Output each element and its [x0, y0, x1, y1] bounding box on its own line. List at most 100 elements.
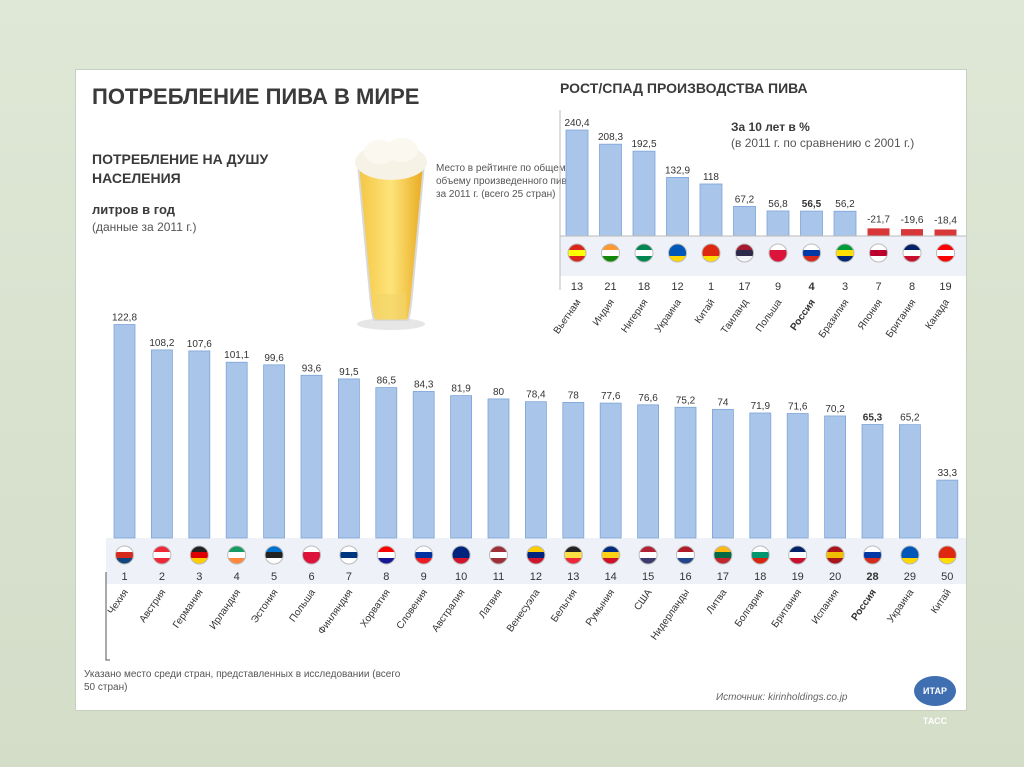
consumption-flag-icon	[376, 545, 396, 565]
consumption-flag-icon	[788, 545, 808, 565]
consumption-country-label: Финляндия	[316, 587, 355, 636]
beer-glass-icon	[346, 124, 436, 334]
consumption-rank-label: 29	[904, 571, 916, 583]
consumption-flag-icon	[302, 545, 321, 565]
consumption-rank-label: 9	[421, 571, 427, 583]
consumption-rank-label: 20	[829, 571, 841, 583]
consumption-rank-label: 2	[159, 571, 165, 583]
consumption-rank-label: 14	[605, 571, 617, 583]
consumption-rank-label: 12	[530, 571, 542, 583]
consumption-value-label: 80	[493, 387, 505, 398]
consumption-bar	[524, 401, 547, 539]
consumption-country-label: Нидерланды	[649, 587, 692, 642]
consumption-value-label: 76,6	[638, 393, 658, 404]
consumption-flag-icon	[489, 545, 508, 565]
consumption-country-label: Латвия	[477, 587, 505, 620]
consumption-flag-icon	[863, 545, 882, 565]
consumption-rank-label: 50	[941, 571, 953, 583]
consumption-country-label: Австралия	[430, 587, 467, 634]
consumption-value-label: 70,2	[825, 404, 845, 415]
consumption-bar	[637, 404, 659, 539]
consumption-bar	[599, 402, 622, 539]
consumption-bar	[151, 349, 173, 539]
consumption-country-label: Австрия	[138, 587, 169, 624]
consumption-rank-label: 5	[271, 571, 277, 583]
consumption-bar	[300, 374, 323, 539]
consumption-rank-label: 16	[679, 571, 691, 583]
consumption-value-label: 75,2	[676, 395, 696, 406]
consumption-flag-icon	[526, 545, 546, 565]
consumption-flag-icon	[152, 545, 172, 565]
consumption-value-label: 71,6	[788, 402, 808, 413]
consumption-value-label: 93,6	[302, 363, 322, 374]
consumption-bar	[188, 350, 211, 539]
consumption-value-label: 78,4	[526, 390, 546, 401]
consumption-value-label: 81,9	[451, 384, 471, 395]
consumption-bar	[562, 401, 585, 539]
consumption-value-label: 74	[717, 397, 729, 408]
consumption-flag-icon	[676, 545, 695, 565]
consumption-country-label: Литва	[705, 587, 730, 616]
consumption-value-label: 33,3	[938, 468, 958, 479]
consumption-rank-label: 13	[567, 571, 579, 583]
consumption-flag-icon	[825, 545, 845, 565]
production-title: РОСТ/СПАД ПРОИЗВОДСТВА ПИВА	[560, 80, 808, 96]
consumption-value-label: 108,2	[149, 338, 174, 349]
consumption-bar	[749, 412, 772, 539]
consumption-rank-label: 6	[308, 571, 314, 583]
consumption-flag-icon	[638, 545, 658, 565]
consumption-country-label: Китай	[929, 587, 954, 615]
consumption-rank-label: 10	[455, 571, 467, 583]
consumption-value-label: 99,6	[264, 353, 284, 364]
main-title: ПОТРЕБЛЕНИЕ ПИВА В МИРЕ	[92, 84, 420, 109]
consumption-rank-label: 17	[717, 571, 729, 583]
infographic-card: ПОТРЕБЛЕНИЕ ПИВА В МИРЕ ПОТРЕБЛЕНИЕ НА Д…	[76, 70, 966, 726]
unit-note: (данные за 2011 г.)	[92, 220, 197, 234]
consumption-value-label: 107,6	[187, 339, 212, 350]
consumption-value-label: 71,9	[751, 401, 771, 412]
consumption-country-label: Эстония	[249, 587, 280, 625]
consumption-flag-icon	[937, 545, 957, 565]
consumption-value-label: 65,2	[900, 413, 920, 424]
consumption-rank-label: 4	[234, 571, 240, 583]
consumption-country-label: Ирландия	[208, 587, 243, 631]
consumption-country-label: Венесуэла	[505, 587, 543, 634]
consumption-country-label: Германия	[171, 587, 206, 630]
consumption-value-label: 84,3	[414, 379, 434, 390]
consumption-bar	[113, 324, 136, 539]
consumption-country-label: Чехия	[106, 587, 131, 616]
consumption-rank-label: 18	[754, 571, 766, 583]
consumption-country-label: Румыния	[584, 587, 617, 628]
consumption-value-label: 86,5	[377, 376, 397, 387]
footnote-bracket	[105, 572, 110, 661]
consumption-value-label: 78	[568, 390, 580, 401]
consumption-rank-label: 7	[346, 571, 352, 583]
consumption-rank-label: 1	[121, 571, 127, 583]
consumption-value-label: 77,6	[601, 391, 621, 402]
consumption-flag-icon	[451, 545, 471, 565]
itar-tass-logo: ИТАР ТАСС	[914, 676, 956, 726]
consumption-country-label: США	[632, 587, 654, 612]
consumption-flag-icon	[339, 545, 359, 565]
consumption-country-label: Словения	[395, 587, 430, 631]
consumption-rank-label: 28	[866, 571, 878, 583]
consumption-bar	[375, 387, 398, 539]
consumption-rank-label: 15	[642, 571, 654, 583]
consumption-value-label: 101,1	[224, 350, 249, 361]
consumption-country-label: Болгария	[733, 587, 767, 629]
unit-label: литров в год	[92, 202, 175, 217]
consumption-rank-label: 8	[383, 571, 389, 583]
footnote: Указано место среди стран, представленны…	[84, 669, 401, 693]
consumption-bar	[936, 479, 959, 539]
consumption-flag-icon	[189, 545, 209, 565]
consumption-country-label: Украина	[886, 587, 917, 625]
consumption-rank-label: 3	[196, 571, 202, 583]
rank-note: Место в рейтинге по общему объему произв…	[436, 163, 573, 200]
consumption-bar	[337, 378, 360, 539]
consumption-flag-icon	[264, 545, 284, 565]
consumption-country-label: Россия	[850, 587, 879, 623]
consumption-country-label: Испания	[810, 587, 842, 626]
consumption-flag-icon	[750, 545, 770, 565]
consumption-country-label: Хорватия	[359, 587, 393, 629]
